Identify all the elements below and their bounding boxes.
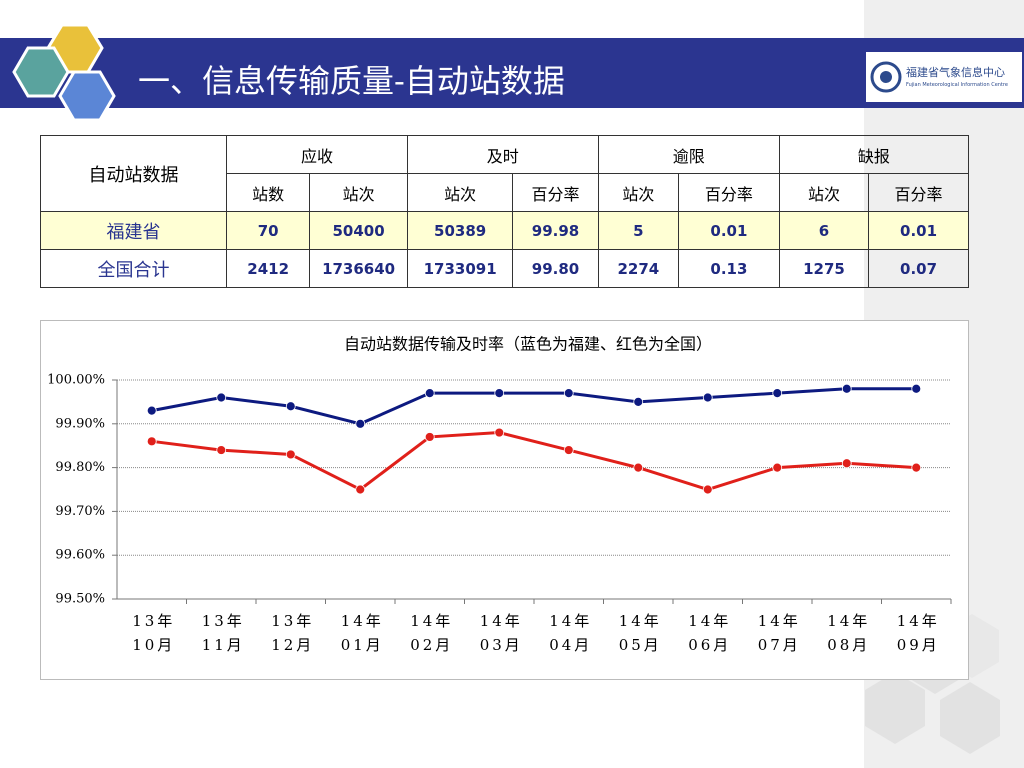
data-point: [911, 383, 922, 394]
x-tick-label: 13年12月: [271, 612, 315, 654]
table-cell: 百分率: [868, 173, 969, 212]
x-tick-label: 14年04月: [549, 612, 593, 654]
x-tick-label: 14年01月: [340, 612, 384, 654]
table-cell: 50400: [309, 211, 408, 250]
table-cell: 99.80: [512, 249, 599, 288]
chart-box: 自动站数据传输及时率（蓝色为福建、红色为全国） 99.50% 99.60% 99.7…: [40, 320, 969, 680]
table-cell: 站次: [597, 173, 680, 212]
chart-title: 自动站数据传输及时率（蓝色为福建、红色为全国）: [344, 335, 712, 354]
series-line: [151, 431, 917, 492]
logo-text: 福建省气象信息中心: [906, 66, 1005, 79]
title-band: [0, 38, 864, 108]
table-cell: 2412: [226, 249, 311, 288]
data-point: [563, 445, 574, 455]
header-row: 自动站数据 应收 及时 逾限 缺报: [39, 135, 970, 212]
y-tick-label: 99.50%: [55, 592, 105, 607]
data-point: [355, 484, 366, 495]
data-table: 自动站数据 应收 及时 逾限 缺报 站数 站次 站次 百分率 站次 百分率 站次 百分率 福建省 70 504…: [39, 135, 970, 288]
y-tick-label: 99.70%: [55, 504, 105, 519]
data-point: [702, 484, 713, 495]
table-cell: 福建省: [39, 211, 228, 250]
x-tick-label: 13年10月: [132, 612, 176, 654]
data-point: [146, 436, 157, 447]
data-point: [424, 388, 435, 399]
data-point: [702, 392, 713, 403]
data-row: 全国合计 2412 1736640 1733091 99.80 2274 0.13 1275 0…: [39, 249, 969, 288]
logo: 福建省气象信息中心 Fujian Meteorological Informat…: [868, 58, 1020, 100]
x-tick-label: 14年05月: [618, 612, 662, 654]
data-point: [772, 462, 783, 473]
data-point: [841, 383, 852, 394]
x-tick-label: 14年07月: [757, 612, 801, 654]
table-cell: 50389: [406, 211, 514, 250]
table-cell: 1736640: [309, 249, 408, 288]
table-cell: 站次: [406, 173, 514, 212]
x-tick-label: 14年09月: [896, 612, 940, 654]
table-cell: 自动站数据: [39, 135, 228, 212]
table-cell: 0.01: [868, 211, 969, 250]
data-point: [216, 445, 227, 455]
data-point: [216, 392, 227, 403]
x-tick-label: 14年06月: [688, 612, 732, 654]
data-point: [841, 458, 852, 469]
table-cell: 1275: [778, 249, 870, 288]
table-cell: 站数: [226, 173, 311, 212]
data-point: [285, 449, 296, 460]
table-cell: 6: [778, 211, 870, 250]
y-tick-label: 99.80%: [55, 460, 105, 475]
data-point: [633, 397, 644, 407]
data-point: [146, 405, 157, 416]
data-point: [424, 432, 435, 442]
table-cell: 应收: [226, 135, 408, 174]
data-point: [911, 462, 922, 473]
data-row: 福建省 70 50400 50389 99.98 5 0.01 6 0.01: [39, 211, 969, 250]
x-tick-label: 14年03月: [479, 612, 523, 654]
table-cell: 2274: [597, 249, 680, 288]
table-cell: 缺报: [778, 135, 970, 174]
chart: 自动站数据传输及时率（蓝色为福建、红色为全国） 99.50% 99.60% 99.7…: [47, 335, 952, 607]
logo-icon: [870, 61, 902, 93]
table-cell: 0.01: [678, 211, 780, 250]
data-point: [563, 388, 574, 399]
table-cell: 0.13: [678, 249, 780, 288]
logo-subtext: Fujian Meteorological Information Centre: [906, 82, 1008, 88]
table-cell: 站次: [309, 173, 408, 212]
table-cell: 百分率: [678, 173, 780, 212]
table-cell: 及时: [406, 135, 599, 174]
table-cell: 1733091: [406, 249, 514, 288]
y-tick-label: 99.90%: [55, 416, 105, 431]
data-point: [772, 388, 783, 399]
table-cell: 70: [226, 211, 311, 250]
x-tick-label: 13年11月: [201, 612, 245, 654]
data-point: [494, 388, 505, 399]
data-point: [355, 418, 366, 429]
header-row: 站数 站次 站次 百分率 站次 百分率 站次 百分率: [41, 173, 969, 212]
series-line: [151, 387, 917, 426]
x-tick-label: 14年02月: [410, 612, 454, 654]
data-point: [285, 401, 296, 412]
table-cell: 百分率: [512, 173, 599, 212]
table-cell: 5: [597, 211, 680, 250]
y-tick-label: 100.00%: [47, 373, 105, 388]
logo-icon: [880, 71, 892, 83]
table-cell: 站次: [778, 173, 870, 212]
y-tick-label: 99.60%: [55, 548, 105, 563]
table-cell: 0.07: [868, 249, 969, 288]
data-point: [494, 427, 505, 438]
x-tick-label: 14年08月: [827, 612, 871, 654]
table-cell: 99.98: [512, 211, 599, 250]
title-hexagons: [12, 23, 116, 122]
data-point: [633, 462, 644, 473]
slide-title: 一、信息传输质量-自动站数据: [138, 62, 565, 100]
table-cell: 逾限: [597, 135, 780, 174]
table-cell: 全国合计: [39, 249, 228, 288]
